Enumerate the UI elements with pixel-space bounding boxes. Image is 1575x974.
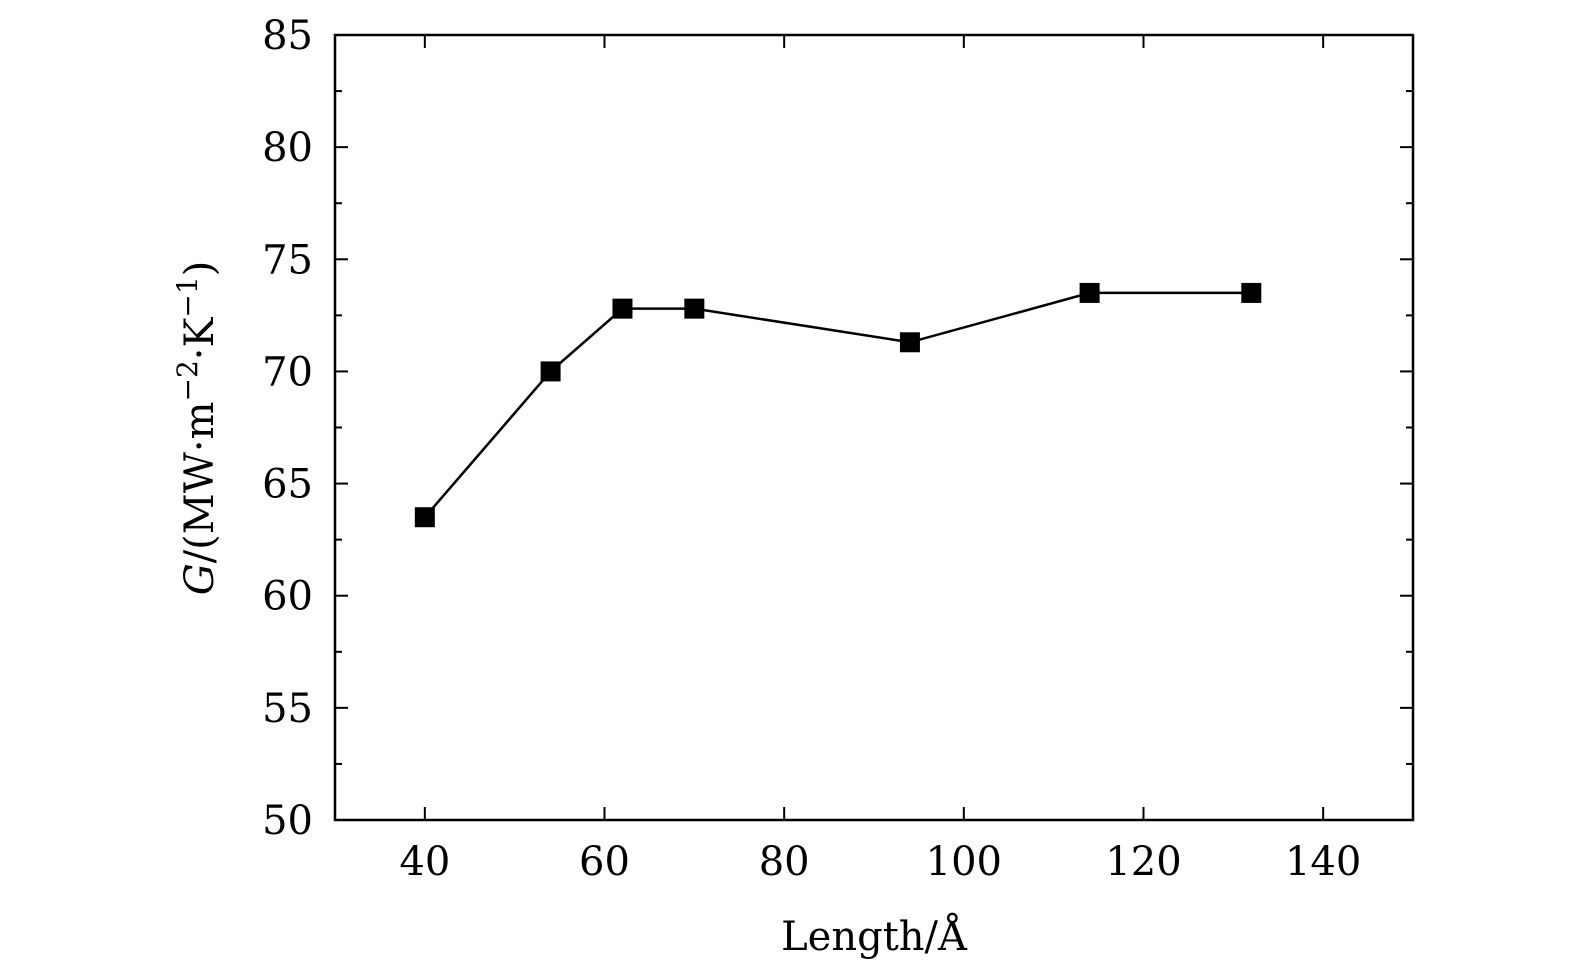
y-tick-label: 60 [262,574,313,620]
x-tick-label: 80 [759,839,810,885]
data-point-marker [1079,282,1100,303]
y-axis-unit-part1: /(MW·m [177,402,223,564]
y-tick-label: 75 [262,237,313,283]
y-tick-labels: 50 55 60 65 70 75 80 85 [262,13,313,844]
y-tick-label: 80 [262,125,313,171]
x-tick-label: 60 [579,839,630,885]
x-tick-label: 120 [1105,839,1181,885]
series-line [423,291,1252,519]
x-tick-label: 140 [1285,839,1361,885]
y-axis-symbol: G [177,563,223,595]
x-axis-label: Length/Å [781,913,968,960]
data-markers [414,282,1262,528]
data-point-marker [540,361,561,382]
x-tick-label: 40 [399,839,450,885]
plot-frame [333,33,1415,822]
y-tick-label: 55 [262,686,313,732]
data-point-marker [1241,282,1262,303]
minor-ticks [335,90,1413,765]
data-point-marker [684,298,705,319]
data-point-marker [899,332,920,353]
y-axis-label: G/(MW·m−2·K−1) [171,261,224,596]
y-axis-unit-part2: ·K [177,317,223,361]
y-tick-label: 85 [262,13,313,59]
y-tick-label: 65 [262,462,313,508]
y-axis-unit-close: ) [177,261,223,277]
x-tick-labels: 40 60 80 100 120 140 [399,839,1361,885]
major-ticks [335,34,1413,821]
y-tick-label: 50 [262,798,313,844]
y-axis-unit-sup2: −1 [171,276,204,317]
data-point-marker [414,507,435,528]
y-tick-label: 70 [262,349,313,395]
data-point-marker [612,298,633,319]
x-tick-label: 100 [926,839,1002,885]
y-axis-unit-sup1: −2 [171,360,204,401]
